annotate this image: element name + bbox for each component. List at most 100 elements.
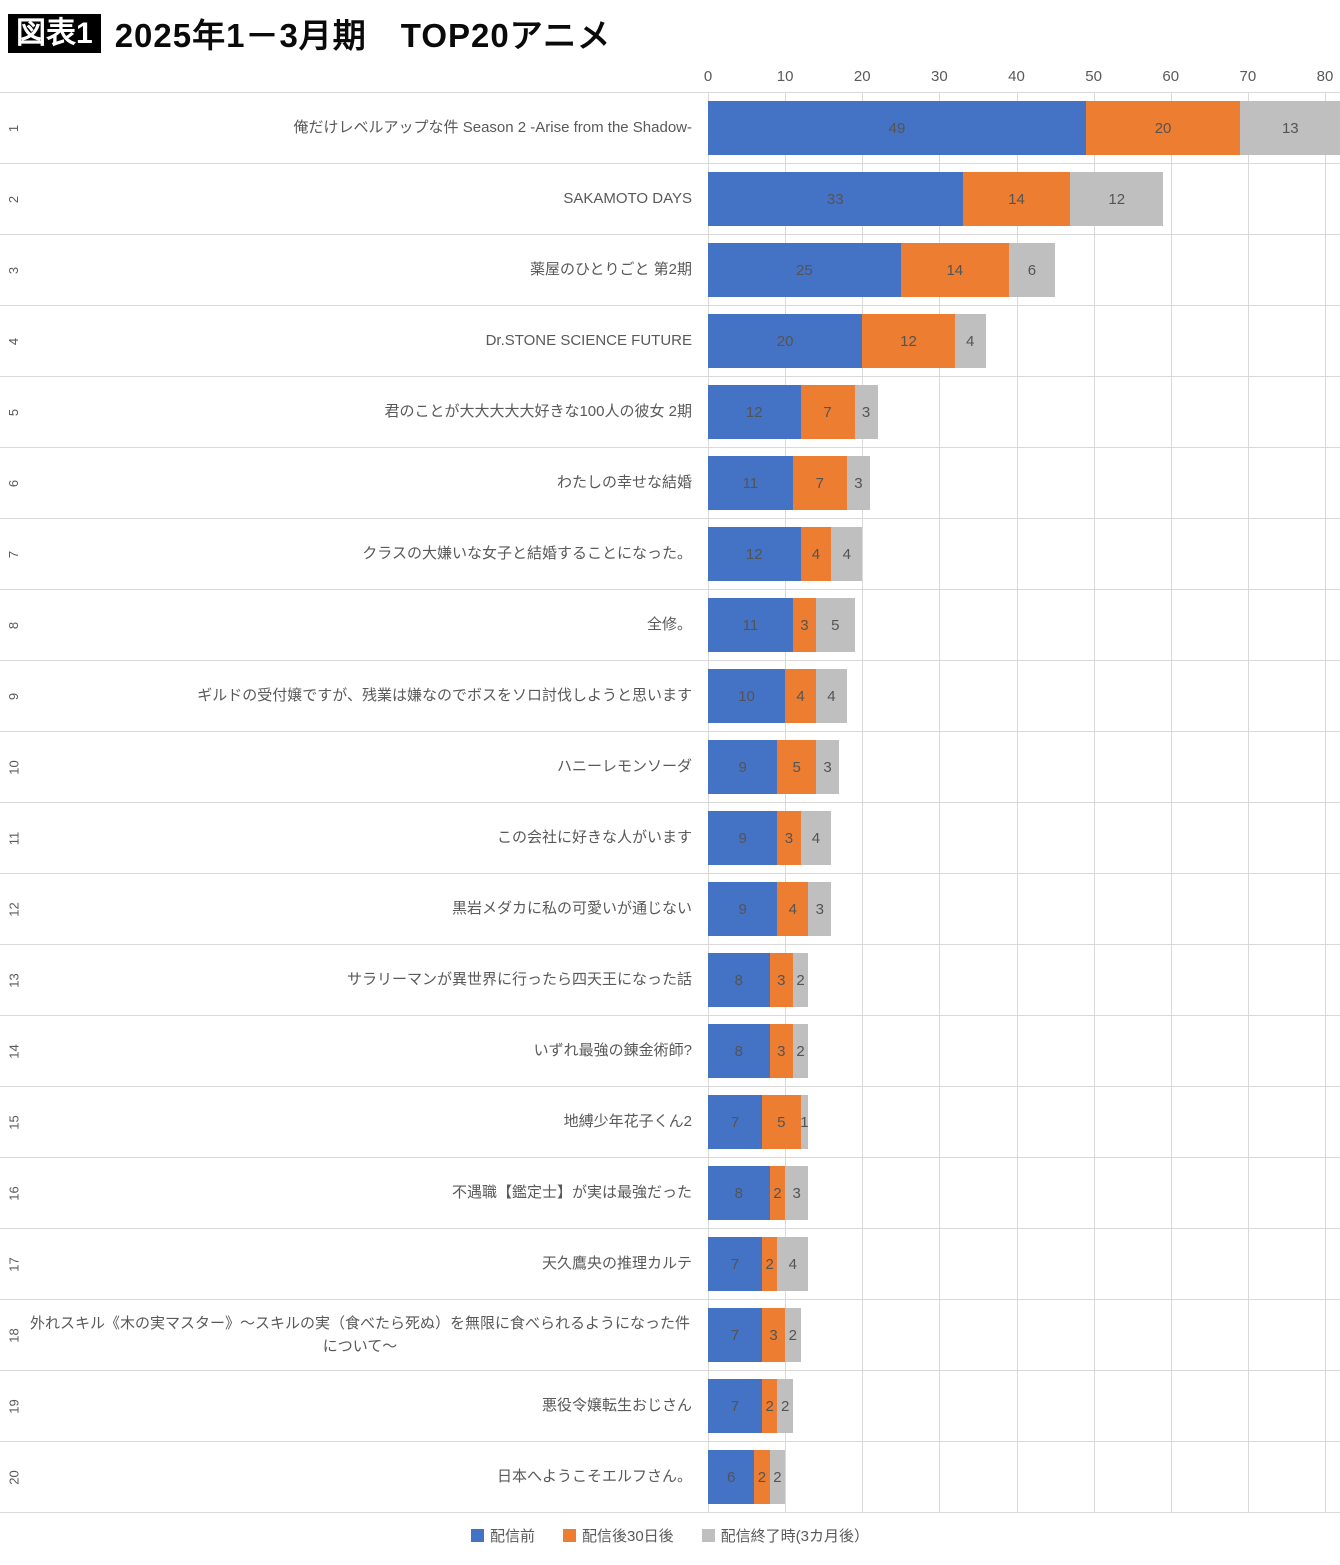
bar-segment-end3m: 2	[785, 1308, 801, 1362]
chart-row: 3 薬屋のひとりごと 第2期 25 14 6	[0, 234, 1340, 305]
bar-stack: 12 7 3	[708, 385, 1340, 439]
segment-value-label: 2	[773, 1468, 782, 1486]
rank-cell: 6	[0, 476, 28, 491]
chart-row: 2 SAKAMOTO DAYS 33 14 12	[0, 163, 1340, 234]
category-label-cell: 日本へようこそエルフさん。	[28, 1442, 708, 1512]
plot-area: 1 俺だけレベルアップな件 Season 2 -Arise from the Sh…	[0, 92, 1340, 1513]
rank-label: 9	[6, 692, 22, 700]
chart-row: 4 Dr.STONE SCIENCE FUTURE 20 12 4	[0, 305, 1340, 376]
bar-segment-end3m: 4	[800, 811, 832, 865]
rank-label: 16	[6, 1185, 22, 1201]
bar-segment-pre: 11	[708, 456, 793, 510]
segment-value-label: 11	[742, 474, 759, 492]
bar-segment-post30: 5	[761, 1095, 801, 1149]
bar-segment-pre: 7	[708, 1237, 762, 1291]
legend-item: 配信終了時(3カ月後）	[701, 1525, 870, 1546]
rank-label: 18	[6, 1327, 22, 1343]
category-label: わたしの幸せな結婚	[556, 474, 692, 492]
segment-value-label: 9	[738, 758, 747, 776]
page-title: 2025年1－3月期 TOP20アニメ	[114, 17, 612, 54]
bar-segment-pre: 20	[708, 314, 863, 368]
segment-value-label: 3	[777, 1042, 786, 1060]
rank-cell: 19	[0, 1399, 28, 1414]
category-label-cell: 天久鷹央の推理カルテ	[28, 1229, 708, 1299]
x-axis-ticks: 0 10 20 30 40 50 60 70 80	[0, 60, 1340, 92]
segment-value-label: 6	[1027, 261, 1037, 279]
segment-value-label: 3	[861, 403, 871, 421]
bar-segment-post30: 7	[792, 456, 847, 510]
segment-value-label: 20	[1154, 119, 1172, 137]
bar-segment-post30: 4	[785, 669, 816, 723]
x-tick-label: 10	[776, 68, 794, 85]
segment-value-label: 7	[730, 1397, 740, 1415]
category-label: ハニーレモンソーダ	[556, 758, 692, 776]
legend-label: 配信終了時(3カ月後）	[720, 1527, 870, 1545]
rank-label: 2	[6, 195, 22, 203]
bar-stack: 33 14 12	[708, 172, 1340, 226]
bar-segment-end3m: 12	[1070, 172, 1164, 226]
chart-rows: 1 俺だけレベルアップな件 Season 2 -Arise from the Sh…	[0, 92, 1340, 1513]
bar-segment-post30: 2	[761, 1379, 778, 1433]
bar-segment-pre: 49	[708, 101, 1086, 155]
category-label-cell: いずれ最強の錬金術師?	[28, 1016, 708, 1086]
rank-cell: 9	[0, 689, 28, 704]
segment-value-label: 11	[742, 616, 759, 634]
rank-label: 19	[6, 1398, 22, 1414]
chart-row: 20 日本へようこそエルフさん。 6 2 2	[0, 1441, 1340, 1512]
rank-label: 13	[6, 972, 22, 988]
category-label: 日本へようこそエルフさん。	[496, 1468, 692, 1486]
legend-label: 配信前	[489, 1527, 535, 1545]
bar-segment-end3m: 2	[777, 1379, 793, 1433]
rank-label: 15	[6, 1114, 22, 1130]
x-tick-label: 70	[1239, 68, 1257, 85]
category-label: 黒岩メダカに私の可愛いが通じない	[451, 900, 692, 918]
category-label-cell: ハニーレモンソーダ	[28, 732, 708, 802]
bar-segment-post30: 3	[761, 1308, 786, 1362]
category-label: サラリーマンが異世界に行ったら四天王になった話	[346, 971, 692, 989]
bar-segment-pre: 9	[708, 882, 778, 936]
rank-label: 7	[6, 550, 22, 558]
category-label: 薬屋のひとりごと 第2期	[529, 261, 692, 279]
bar-segment-pre: 33	[708, 172, 963, 226]
bar-segment-post30: 3	[769, 1024, 793, 1078]
bar-segment-pre: 10	[708, 669, 786, 723]
bar-segment-end3m: 2	[769, 1450, 786, 1504]
segment-value-label: 3	[800, 616, 809, 634]
bar-stack: 11 3 5	[708, 598, 1340, 652]
bar-segment-end3m: 13	[1240, 101, 1340, 155]
category-label: 天久鷹央の推理カルテ	[541, 1255, 692, 1273]
rank-label: 10	[6, 759, 22, 775]
segment-value-label: 2	[765, 1397, 774, 1415]
bar-segment-post30: 2	[769, 1166, 786, 1220]
bar-segment-pre: 7	[708, 1095, 762, 1149]
segment-value-label: 12	[1108, 190, 1126, 208]
rank-cell: 2	[0, 192, 28, 207]
rank-cell: 17	[0, 1257, 28, 1272]
segment-value-label: 3	[823, 758, 832, 776]
segment-value-label: 4	[788, 1255, 797, 1273]
segment-value-label: 3	[815, 900, 824, 918]
segment-value-label: 2	[765, 1255, 774, 1273]
bar-segment-post30: 3	[769, 953, 793, 1007]
bar-segment-end3m: 1	[800, 1095, 809, 1149]
segment-value-label: 6	[726, 1468, 736, 1486]
category-label-cell: SAKAMOTO DAYS	[28, 164, 708, 234]
bar-segment-post30: 5	[777, 740, 816, 794]
segment-value-label: 8	[734, 1042, 744, 1060]
segment-value-label: 3	[777, 971, 786, 989]
x-tick-label: 0	[703, 68, 713, 85]
rank-label: 11	[6, 831, 22, 845]
category-label: 外れスキル《木の実マスター》～スキルの実（食べたら死ぬ）を無限に食べられるように…	[29, 1314, 690, 1355]
rank-label: 20	[6, 1469, 22, 1485]
bar-segment-end3m: 4	[815, 669, 847, 723]
chart-row: 18 外れスキル《木の実マスター》～スキルの実（食べたら死ぬ）を無限に食べられるよ…	[0, 1299, 1340, 1370]
category-label-cell: 全修。	[28, 590, 708, 660]
segment-value-label: 33	[826, 190, 844, 208]
bar-segment-post30: 14	[900, 243, 1009, 297]
bar-segment-end3m: 3	[815, 740, 840, 794]
x-tick-label: 30	[931, 68, 948, 85]
stacked-bar-chart: 0 10 20 30 40 50 60 70 80 1 俺だけレベルアップな件 Season 2 …	[0, 60, 1340, 1557]
